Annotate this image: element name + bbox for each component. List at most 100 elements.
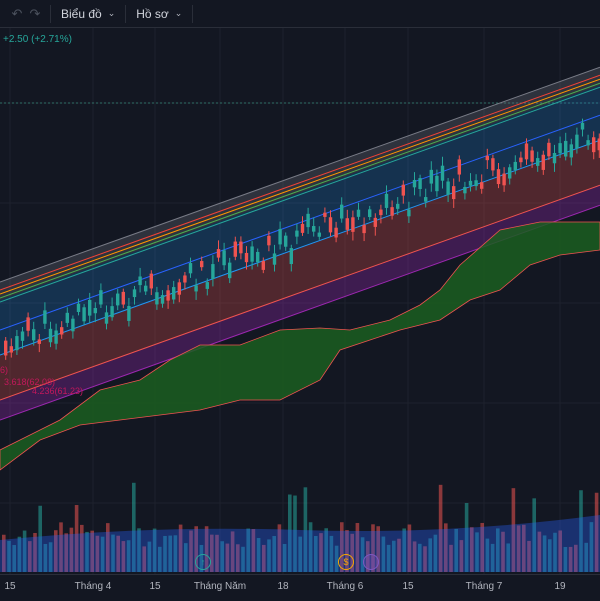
- candle-body: [127, 306, 131, 321]
- volume-bar: [386, 544, 391, 572]
- candle-body: [502, 173, 506, 186]
- candle-body: [233, 241, 237, 257]
- candle-body: [412, 179, 417, 188]
- candle-body: [536, 158, 540, 166]
- candle-body: [457, 159, 461, 175]
- volume-bar: [314, 535, 318, 572]
- candle-body: [491, 158, 495, 171]
- volume-bar: [402, 528, 406, 572]
- volume-bar: [288, 494, 292, 572]
- candle-body: [463, 186, 467, 194]
- volume-bar: [511, 488, 516, 572]
- candle-body: [541, 154, 545, 170]
- candle-body: [323, 212, 327, 217]
- volume-bar: [256, 538, 261, 572]
- candle-body: [9, 346, 13, 353]
- candle-body: [267, 235, 271, 246]
- volume-bar: [459, 540, 464, 572]
- x-tick-label: 19: [554, 581, 566, 592]
- channel-line: [0, 66, 600, 283]
- candle-body: [20, 331, 25, 341]
- volume-bar: [28, 541, 32, 572]
- volume-bar: [548, 539, 552, 572]
- candle-body: [244, 252, 249, 263]
- candle-body: [351, 217, 355, 232]
- volume-bar: [194, 526, 198, 572]
- candle-body: [407, 209, 411, 217]
- candle-body: [446, 181, 450, 195]
- volume-bar: [204, 526, 209, 572]
- profile-menu[interactable]: Hồ sơ ⌄: [132, 7, 186, 21]
- ichimoku-cloud: [0, 221, 600, 471]
- volume-bar: [147, 541, 152, 572]
- channel-line: [0, 86, 600, 303]
- candle-body: [513, 161, 517, 171]
- candle-body: [452, 186, 456, 200]
- candle-body: [597, 138, 600, 151]
- candle-body: [82, 307, 86, 322]
- volume-bar: [267, 539, 271, 572]
- volume-bar: [480, 522, 484, 572]
- candle-body: [93, 308, 97, 314]
- candle-body: [295, 230, 299, 237]
- toolbar-divider: [50, 4, 51, 23]
- volume-bar: [241, 546, 245, 572]
- redo-icon[interactable]: ↷: [29, 5, 41, 21]
- volume-bar: [308, 522, 313, 572]
- undo-icon[interactable]: ↶: [11, 5, 23, 21]
- candle-body: [26, 317, 30, 331]
- candle-body: [284, 235, 288, 247]
- volume-bar: [392, 540, 396, 572]
- volume-bar: [64, 533, 68, 572]
- x-tick-label: 15: [4, 581, 16, 592]
- chart-menu[interactable]: Biểu đồ ⌄: [57, 7, 119, 21]
- candle-body: [519, 157, 523, 163]
- candle-body: [138, 276, 142, 286]
- volume-bar: [558, 530, 562, 572]
- volume-bar: [563, 546, 568, 572]
- fib-label: 4.236(61.23): [32, 386, 84, 396]
- fib-label: 3.618(62.08): [4, 377, 56, 387]
- split-icon[interactable]: [363, 554, 379, 570]
- volume-bar: [444, 523, 448, 572]
- volume-bar: [475, 532, 479, 572]
- channel-band-gray: [0, 67, 600, 300]
- profile-menu-label: Hồ sơ: [136, 6, 169, 21]
- volume-bar: [584, 542, 588, 572]
- candle-body: [166, 290, 170, 301]
- candle-body: [480, 182, 484, 189]
- channel-line: [0, 184, 600, 401]
- volume-bar: [516, 525, 521, 572]
- volume-bar: [33, 532, 37, 572]
- candle-body: [278, 228, 282, 245]
- candle-body: [222, 250, 226, 266]
- dividend-icon[interactable]: $: [338, 554, 354, 570]
- channel-band-red: [0, 140, 600, 400]
- volume-bar: [428, 538, 432, 572]
- volume-bar: [340, 522, 344, 572]
- candle-body: [160, 295, 165, 304]
- chart-menu-label: Biểu đồ: [61, 6, 102, 21]
- candle-body: [116, 293, 120, 306]
- candle-body: [345, 218, 349, 230]
- toolbar-divider: [192, 4, 194, 23]
- candle-body: [48, 328, 53, 343]
- candle-body: [334, 227, 338, 238]
- candle-body: [547, 142, 551, 157]
- time-axis[interactable]: 15 Tháng 4 15 Tháng Năm 18 Tháng 6 15 Th…: [0, 574, 600, 601]
- candle-body: [172, 287, 176, 300]
- candle-body: [54, 330, 58, 344]
- volume-bar: [376, 526, 380, 572]
- earnings-icon[interactable]: ↑: [195, 554, 211, 570]
- channel-band-purple: [0, 185, 600, 420]
- volume-bar: [272, 536, 276, 572]
- volume-bar: [121, 541, 126, 572]
- candle-body: [564, 140, 568, 157]
- volume-bar: [220, 541, 224, 572]
- toolbar: ↶ ↷ Biểu đồ ⌄ Hồ sơ ⌄: [0, 0, 600, 28]
- volume-bar: [38, 505, 42, 572]
- price-chart[interactable]: [0, 28, 600, 574]
- candle-body: [435, 175, 439, 192]
- candle-body: [144, 285, 148, 292]
- volume-bar: [381, 536, 386, 572]
